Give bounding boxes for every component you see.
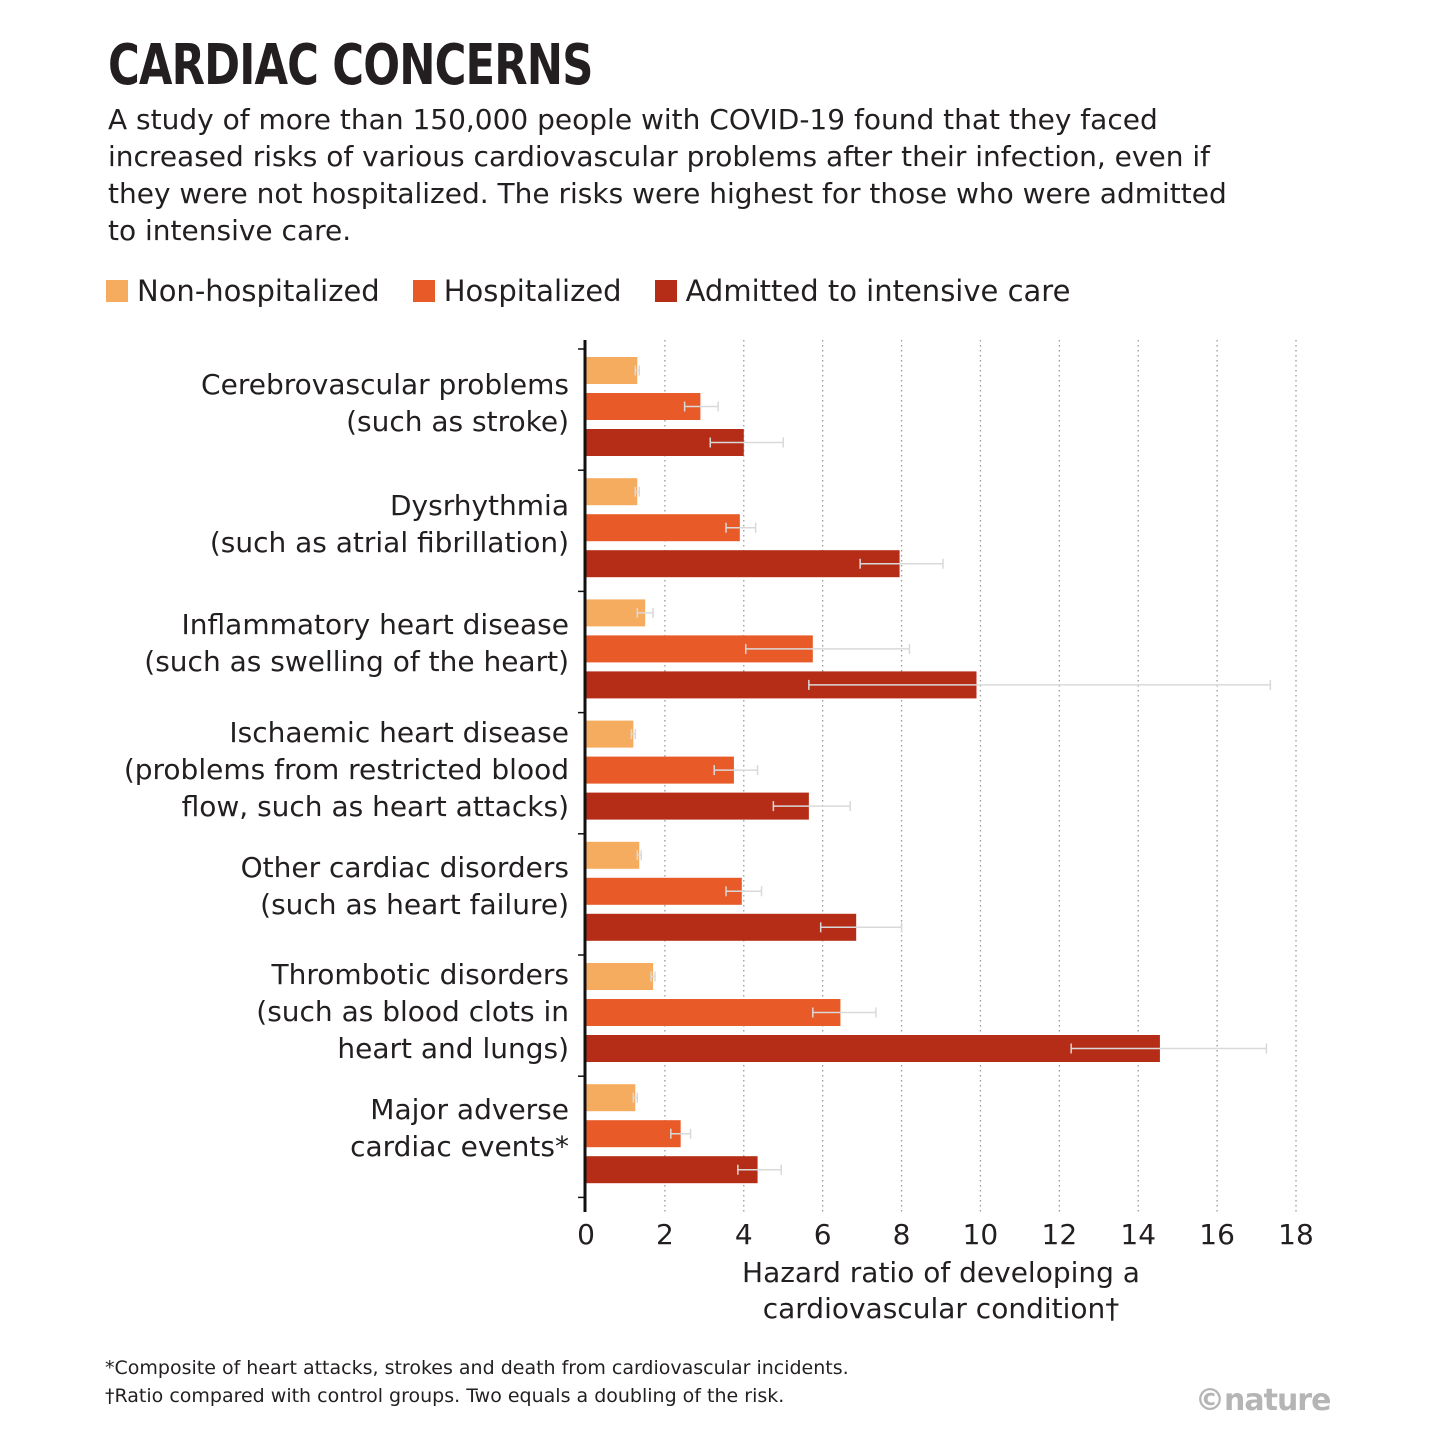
category-label-major-adverse: Major adverse cardiac events* bbox=[350, 1091, 569, 1165]
bar-non-hospitalized bbox=[586, 841, 640, 869]
bar-intensive-care bbox=[586, 1035, 1160, 1062]
legend-item-intensive-care: Admitted to intensive care bbox=[654, 274, 1071, 308]
category-label-other-cardiac: Other cardiac disorders (such as heart f… bbox=[241, 849, 569, 923]
legend-label-intensive-care: Admitted to intensive care bbox=[685, 274, 1071, 308]
x-tick-label: 8 bbox=[893, 1218, 911, 1251]
x-tick-label: 4 bbox=[735, 1218, 753, 1251]
bar-intensive-care bbox=[586, 792, 809, 820]
category-label-inflammatory: Inflammatory heart disease (such as swel… bbox=[144, 606, 569, 680]
category-label-line: Inflammatory heart disease bbox=[181, 608, 569, 641]
category-label-line: (such as heart failure) bbox=[260, 888, 569, 921]
category-label-line: flow, such as heart attacks) bbox=[181, 790, 569, 823]
category-label-line: Ischaemic heart disease bbox=[229, 716, 569, 749]
category-label-line: Cerebrovascular problems bbox=[201, 368, 569, 401]
footnote-composite: *Composite of heart attacks, strokes and… bbox=[105, 1357, 849, 1379]
x-tick-label: 12 bbox=[1042, 1218, 1078, 1251]
bar-intensive-care bbox=[586, 550, 900, 578]
category-label-line: (problems from restricted blood bbox=[123, 753, 569, 786]
category-label-line: (such as atrial fibrillation) bbox=[209, 526, 569, 559]
bar-non-hospitalized bbox=[586, 599, 646, 627]
bar-hospitalized bbox=[586, 1120, 681, 1148]
category-label-line: Thrombotic disorders bbox=[271, 958, 570, 991]
legend-swatch-non-hospitalized bbox=[106, 280, 128, 302]
bar-non-hospitalized bbox=[586, 1084, 636, 1112]
bar-intensive-care bbox=[586, 913, 857, 941]
legend: Non-hospitalized Hospitalized Admitted t… bbox=[106, 274, 1103, 308]
category-label-ischaemic: Ischaemic heart disease (problems from r… bbox=[124, 714, 569, 825]
category-label-line: heart and lungs) bbox=[337, 1032, 569, 1065]
category-label-line: Dysrhythmia bbox=[390, 489, 569, 522]
category-label-line: Other cardiac disorders bbox=[240, 851, 569, 884]
bar-hospitalized bbox=[586, 877, 742, 905]
legend-label-hospitalized: Hospitalized bbox=[443, 274, 622, 308]
category-label-dysrhythmia: Dysrhythmia (such as atrial fibrillation… bbox=[210, 487, 569, 561]
bar-hospitalized bbox=[586, 999, 841, 1026]
chart-title: CARDIAC CONCERNS bbox=[108, 33, 593, 98]
legend-item-hospitalized: Hospitalized bbox=[412, 274, 622, 308]
x-tick-label: 0 bbox=[577, 1218, 595, 1251]
x-tick-label: 10 bbox=[963, 1218, 999, 1251]
bar-non-hospitalized bbox=[586, 720, 634, 748]
x-axis-title: Hazard ratio of developing a bbox=[742, 1256, 1140, 1289]
x-tick-label: 14 bbox=[1120, 1218, 1156, 1251]
x-tick-label: 18 bbox=[1278, 1218, 1314, 1251]
legend-item-non-hospitalized: Non-hospitalized bbox=[106, 274, 380, 308]
bar-hospitalized bbox=[586, 756, 734, 784]
category-label-line: cardiac events* bbox=[350, 1130, 569, 1163]
category-label-line: (such as swelling of the heart) bbox=[144, 645, 569, 678]
legend-swatch-hospitalized bbox=[412, 280, 435, 302]
category-label-line: (such as blood clots in bbox=[256, 995, 569, 1028]
legend-swatch-intensive-care bbox=[654, 280, 677, 302]
category-label-line: (such as stroke) bbox=[346, 405, 569, 438]
footnote-ratio: †Ratio compared with control groups. Two… bbox=[105, 1385, 785, 1407]
bar-intensive-care bbox=[586, 1156, 758, 1184]
chart-subtitle: A study of more than 150,000 people with… bbox=[108, 103, 1227, 247]
category-label-thrombotic: Thrombotic disorders (such as blood clot… bbox=[256, 956, 569, 1067]
legend-label-non-hospitalized: Non-hospitalized bbox=[137, 274, 380, 308]
bar-non-hospitalized bbox=[586, 478, 638, 506]
bar-hospitalized bbox=[586, 514, 740, 542]
nature-credit-logo: ©nature bbox=[1195, 1383, 1331, 1418]
x-axis-title: cardiovascular condition† bbox=[763, 1292, 1120, 1325]
x-tick-label: 2 bbox=[656, 1218, 674, 1251]
x-tick-label: 16 bbox=[1199, 1218, 1235, 1251]
bar-hospitalized bbox=[586, 393, 701, 420]
category-label-cerebrovascular: Cerebrovascular problems (such as stroke… bbox=[201, 366, 569, 440]
category-label-line: Major adverse bbox=[370, 1093, 569, 1126]
x-tick-label: 6 bbox=[814, 1218, 832, 1251]
bar-non-hospitalized bbox=[586, 357, 638, 384]
bar-non-hospitalized bbox=[586, 963, 654, 990]
